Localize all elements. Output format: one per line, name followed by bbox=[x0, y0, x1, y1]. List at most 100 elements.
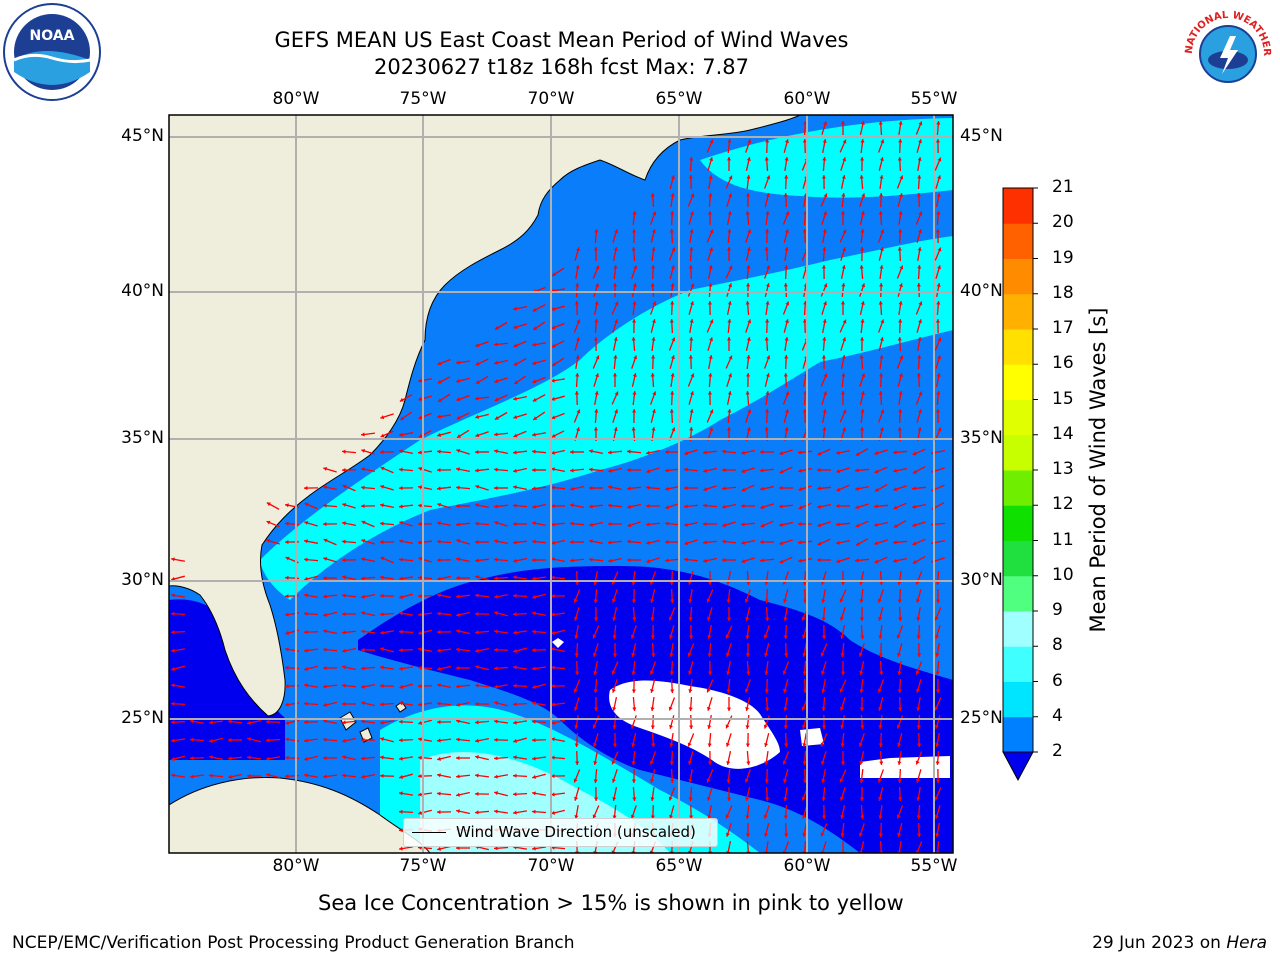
wind-arrow-head bbox=[650, 635, 655, 639]
colorbar-segment bbox=[1003, 364, 1033, 400]
lon-tick-label-top: 65°W bbox=[655, 89, 703, 109]
wind-arrow-head bbox=[893, 540, 897, 545]
wind-arrow-head bbox=[532, 629, 536, 634]
wind-arrow-head bbox=[745, 833, 750, 837]
wind-arrow-head bbox=[707, 391, 712, 395]
wind-arrow-head bbox=[631, 653, 636, 657]
wind-arrow-head bbox=[304, 576, 309, 581]
wind-arrow-head bbox=[456, 702, 460, 707]
wind-arrow-head bbox=[611, 598, 616, 603]
wind-arrow-head bbox=[670, 283, 675, 287]
wind-arrow-head bbox=[437, 683, 441, 688]
wind-arrow-head bbox=[897, 761, 902, 765]
wind-arrow-head bbox=[494, 342, 498, 347]
wind-arrow-head bbox=[764, 247, 769, 251]
wind-arrow-head bbox=[418, 433, 423, 438]
wind-arrow-head bbox=[437, 502, 442, 507]
wind-arrow-head bbox=[494, 432, 498, 437]
wind-arrow-head bbox=[690, 193, 695, 198]
wind-arrow-head bbox=[860, 157, 865, 161]
wind-arrow-head bbox=[627, 523, 632, 528]
wind-arrow-head bbox=[456, 485, 460, 490]
lat-tick-label-right: 45°N bbox=[960, 126, 1003, 146]
wind-arrow-head bbox=[594, 707, 599, 711]
wind-arrow-head bbox=[897, 337, 902, 341]
wind-arrow-head bbox=[380, 683, 384, 688]
wind-arrow-head bbox=[399, 791, 403, 796]
wind-arrow-head bbox=[820, 670, 825, 675]
wind-arrow-head bbox=[878, 211, 883, 215]
wind-arrow-head bbox=[763, 814, 768, 819]
wind-arrow-head bbox=[859, 599, 864, 603]
wind-arrow-head bbox=[418, 647, 422, 652]
wind-arrow-head bbox=[456, 522, 460, 527]
wind-arrow-head bbox=[822, 229, 827, 233]
wind-arrow-head bbox=[247, 773, 251, 778]
wind-arrow-head bbox=[650, 598, 655, 603]
wind-arrow-head bbox=[285, 702, 289, 707]
wind-arrow-head bbox=[614, 301, 619, 306]
wind-arrow-head bbox=[764, 832, 769, 837]
wind-arrow-head bbox=[574, 616, 578, 621]
wind-arrow-head bbox=[513, 325, 518, 330]
wind-arrow-head bbox=[798, 505, 803, 510]
wind-arrow-head bbox=[608, 503, 612, 508]
wind-arrow-head bbox=[765, 301, 770, 305]
wind-arrow-head bbox=[613, 337, 618, 341]
wind-arrow-head bbox=[741, 503, 745, 509]
wind-arrow-head bbox=[576, 337, 580, 342]
wind-arrow-head bbox=[727, 301, 732, 305]
wind-arrow-head bbox=[646, 522, 650, 527]
wind-arrow-head bbox=[532, 307, 537, 312]
wind-arrow-head bbox=[437, 539, 441, 544]
wind-arrow-head bbox=[937, 355, 942, 360]
wind-arrow-head bbox=[494, 684, 498, 689]
wind-arrow-head bbox=[361, 503, 365, 509]
wind-arrow-head bbox=[632, 229, 637, 233]
wind-arrow-head bbox=[726, 779, 731, 783]
wind-arrow-head bbox=[782, 670, 787, 675]
wind-arrow-head bbox=[475, 648, 479, 653]
wind-arrow-head bbox=[285, 575, 289, 580]
wind-arrow-head bbox=[727, 319, 732, 323]
wind-arrow-head bbox=[627, 504, 631, 509]
wind-arrow-head bbox=[918, 301, 923, 306]
wind-arrow-head bbox=[574, 391, 579, 395]
wind-arrow-head bbox=[725, 742, 730, 747]
wind-arrow-head bbox=[475, 396, 479, 401]
wind-arrow-head bbox=[879, 175, 884, 179]
wind-arrow-head bbox=[817, 541, 822, 546]
wind-arrow-head bbox=[361, 737, 365, 742]
wind-arrow-head bbox=[513, 593, 517, 598]
wind-arrow-head bbox=[646, 540, 650, 545]
wind-arrow-head bbox=[690, 373, 695, 378]
wind-arrow-head bbox=[689, 319, 694, 323]
wind-arrow-head bbox=[437, 521, 441, 526]
wind-arrow-head bbox=[380, 647, 385, 652]
wind-arrow-head bbox=[171, 738, 175, 743]
wind-arrow-head bbox=[726, 707, 732, 711]
wind-arrow-head bbox=[285, 612, 289, 617]
wind-arrow-head bbox=[380, 539, 384, 545]
wind-arrow-head bbox=[399, 738, 403, 743]
wind-arrow-head bbox=[783, 707, 788, 711]
wind-arrow-head bbox=[706, 688, 711, 693]
wind-arrow-head bbox=[594, 797, 599, 801]
wind-arrow-head bbox=[937, 175, 942, 180]
wind-arrow-head bbox=[860, 427, 865, 431]
wind-arrow-head bbox=[840, 635, 845, 639]
wind-arrow-head bbox=[669, 814, 674, 819]
wind-arrow-head bbox=[475, 810, 479, 815]
wind-arrow-head bbox=[916, 778, 920, 783]
wind-arrow-head bbox=[839, 598, 844, 603]
wind-arrow-head bbox=[684, 467, 688, 472]
wind-arrow-head bbox=[532, 666, 536, 671]
wind-arrow-head bbox=[916, 725, 921, 729]
wind-arrow-head bbox=[689, 247, 694, 251]
wind-arrow-head bbox=[399, 774, 404, 779]
wind-arrow-head bbox=[725, 724, 730, 729]
wind-arrow-head bbox=[707, 635, 712, 639]
wind-arrow-head bbox=[726, 797, 732, 801]
wind-arrow-head bbox=[576, 319, 581, 324]
wind-arrow-head bbox=[494, 485, 498, 491]
